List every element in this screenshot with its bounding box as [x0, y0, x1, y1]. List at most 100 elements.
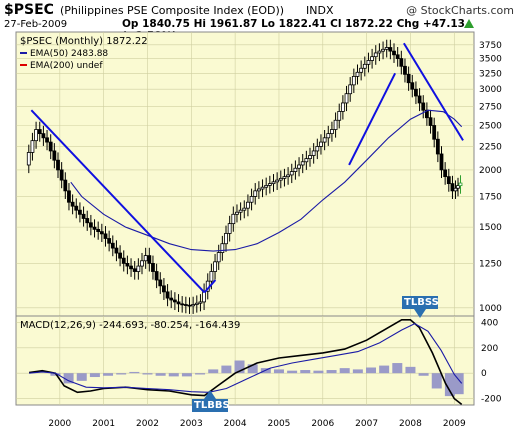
- price-candle-body: [381, 48, 385, 52]
- macd-x-tick-label: 2007: [355, 419, 378, 429]
- price-y-tick-label: 1250: [479, 259, 502, 269]
- price-candle-body: [81, 213, 86, 219]
- price-candle-body: [78, 209, 82, 215]
- price-candle-body: [213, 261, 217, 272]
- price-candle-body: [103, 233, 108, 239]
- price-candle-body: [421, 102, 426, 111]
- legend-ema200: EMA(200) undef: [30, 61, 103, 71]
- price-candle-body: [370, 56, 375, 61]
- macd-histogram-bar: [221, 365, 232, 374]
- price-candle-body: [275, 179, 280, 183]
- trendline: [30, 109, 206, 294]
- price-candle-body: [92, 226, 97, 230]
- macd-histogram-bar: [287, 370, 298, 374]
- macd-histogram-bar: [326, 370, 337, 374]
- price-candle-body: [453, 187, 458, 192]
- price-candle-body: [330, 129, 334, 135]
- price-candle-body: [154, 271, 159, 281]
- macd-y-tick-label: 400: [481, 318, 498, 328]
- macd-histogram-bar: [352, 369, 363, 374]
- trendline: [348, 72, 397, 166]
- price-candle-body: [373, 52, 378, 58]
- macd-histogram-bar: [247, 364, 258, 374]
- price-candle-body: [344, 93, 349, 104]
- price-candle-body: [191, 304, 196, 307]
- price-y-tick-label: 2500: [479, 122, 502, 132]
- price-candle-body: [355, 71, 360, 77]
- price-candle-body: [377, 50, 382, 54]
- price-candle-body: [121, 257, 126, 264]
- price-y-tick-label: 3750: [479, 41, 502, 51]
- price-candle-body: [278, 177, 283, 181]
- price-candle-body: [384, 47, 389, 50]
- price-candle-body: [249, 196, 254, 203]
- legend-price: $PSEC (Monthly) 1872.22: [20, 36, 148, 47]
- macd-histogram-bar: [453, 373, 464, 395]
- macd-x-tick-label: 2006: [311, 419, 334, 429]
- price-candle-body: [143, 255, 148, 262]
- price-candle-body: [114, 247, 119, 254]
- price-candle-body: [293, 167, 298, 172]
- price-candle-body: [70, 201, 75, 207]
- price-candle-body: [165, 291, 170, 299]
- tlbbs-annotation: TLBBS: [192, 390, 230, 416]
- price-candle-body: [271, 181, 276, 185]
- trendline: [203, 279, 217, 294]
- macd-histogram-bar: [273, 369, 284, 374]
- price-candle-body: [176, 301, 181, 305]
- price-legend: $PSEC (Monthly) 1872.22 EMA(50) 2483.88 …: [20, 36, 148, 71]
- price-candle-body: [74, 205, 79, 211]
- price-candle-body: [446, 176, 451, 185]
- macd-x-tick-label: 2005: [268, 419, 291, 429]
- tlbss-annotation: TLBSS: [402, 296, 439, 322]
- price-candle-body: [322, 137, 327, 143]
- price-candle-body: [26, 152, 31, 166]
- exchange-label: INDX: [306, 4, 334, 17]
- price-candle-body: [395, 54, 400, 59]
- price-candle-body: [260, 186, 265, 190]
- down-arrow-icon: [414, 309, 426, 318]
- macd-histogram-bar: [63, 373, 74, 384]
- macd-lines: [28, 319, 463, 406]
- price-candle-body: [45, 137, 49, 143]
- price-chart: 1000 1250 1500 1750 2000 2250 2500 2750 3000 3250…: [15, 31, 502, 330]
- price-candle-body: [246, 201, 250, 209]
- chart-header: $PSEC (Philippines PSE Composite Index (…: [4, 2, 516, 42]
- macd-histogram: [50, 360, 464, 397]
- price-candle-body: [30, 140, 35, 153]
- price-candle-body: [37, 129, 42, 135]
- price-candle-body: [220, 243, 225, 253]
- macd-x-tick-label: 2008: [399, 419, 422, 429]
- price-y-tick-label: 1000: [479, 304, 502, 314]
- macd-x-tick-label: 2009: [443, 419, 466, 429]
- price-candle-body: [297, 164, 301, 169]
- macd-y-tick-label: 200: [481, 344, 498, 354]
- price-candle-body: [242, 207, 247, 211]
- macd-label: MACD(12,26,9) -244.693, -80.254, -164.43…: [20, 320, 240, 331]
- price-candle-body: [41, 133, 46, 139]
- price-candle-body: [253, 190, 258, 197]
- price-candle-body: [56, 159, 60, 171]
- watermark: @ StockCharts.com: [406, 4, 514, 17]
- price-y-tick-label: 3500: [479, 55, 502, 65]
- price-candle-body: [410, 82, 415, 90]
- price-candle-body: [414, 88, 418, 97]
- price-trendlines: [30, 42, 464, 294]
- price-candle-body: [63, 179, 68, 192]
- macd-histogram-bar: [168, 373, 179, 377]
- macd-histogram-bar: [339, 368, 350, 374]
- price-candle-body: [172, 299, 177, 303]
- price-candle-body: [333, 119, 338, 130]
- price-candle-body: [289, 171, 294, 176]
- legend-ema50: EMA(50) 2483.88: [30, 49, 108, 59]
- price-candle-body: [125, 263, 130, 267]
- price-candle-body: [110, 242, 115, 249]
- price-candle-body: [147, 255, 152, 264]
- price-candle-body: [235, 211, 239, 215]
- price-candle-body: [435, 138, 440, 155]
- symbol: $PSEC: [4, 2, 54, 18]
- price-candle-body: [359, 67, 364, 73]
- macd-y-tick-label: 0: [481, 369, 487, 379]
- price-candle-body: [300, 161, 305, 166]
- price-candle-body: [194, 302, 199, 305]
